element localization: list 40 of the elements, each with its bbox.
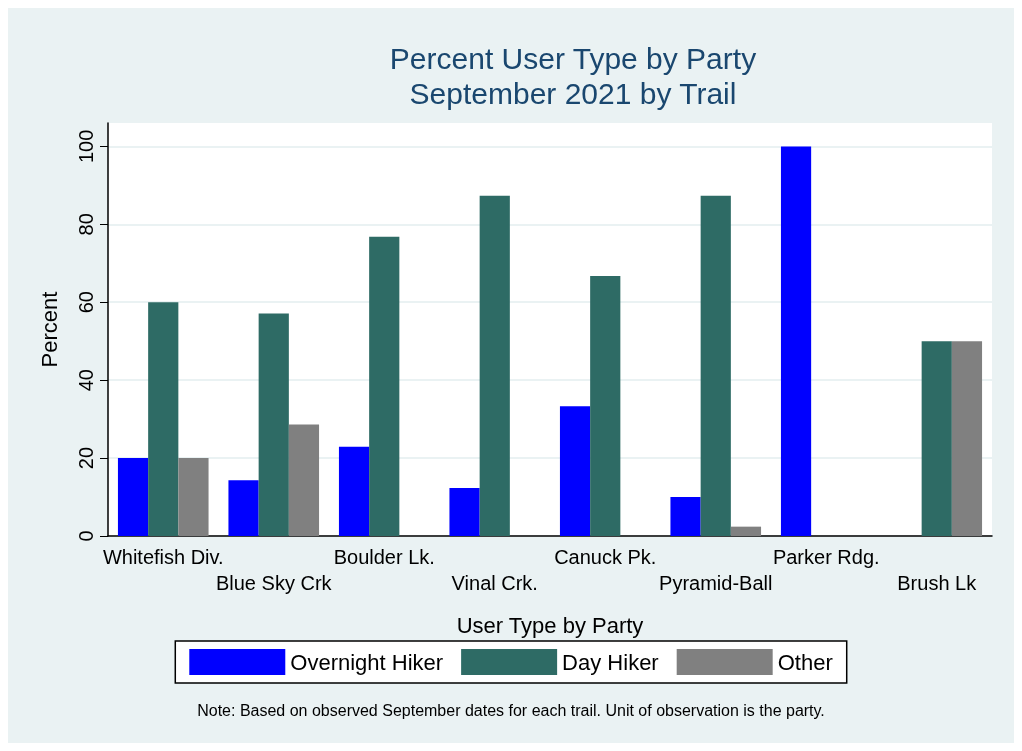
bar: [369, 236, 400, 536]
x-tick-label: Parker Rdg.: [772, 546, 880, 568]
bar: [670, 497, 701, 536]
bar: [117, 458, 149, 536]
bar: [288, 424, 320, 536]
bar: [148, 302, 179, 536]
bar: [590, 276, 621, 536]
legend-label: Other: [777, 649, 833, 675]
x-tick-label: Pyramid-Ball: [659, 572, 773, 594]
bar: [258, 313, 289, 536]
y-tick-label: 100: [75, 129, 97, 164]
y-tick-label: 80: [75, 213, 97, 236]
y-tick-label: 60: [75, 291, 97, 314]
bar: [178, 458, 209, 536]
chart-subtitle: September 2021 by Trail: [409, 76, 737, 110]
bar: [730, 526, 762, 536]
x-tick-label: Vinal Crk.: [451, 572, 538, 594]
legend-label: Overnight Hiker: [290, 649, 444, 675]
bar: [951, 341, 983, 536]
chart-title: Percent User Type by Party: [389, 41, 757, 75]
y-axis-title: Percent: [36, 291, 62, 368]
bar: [479, 195, 510, 536]
x-axis-title: User Type by Party: [456, 612, 644, 638]
y-tick-label: 20: [75, 446, 97, 470]
bar: [559, 406, 591, 536]
bar: [449, 488, 480, 536]
bar: [780, 146, 812, 536]
legend-label: Day Hiker: [562, 649, 659, 675]
bar: [228, 480, 259, 536]
bar: [921, 341, 952, 536]
x-tick-label: Boulder Lk.: [333, 546, 435, 568]
y-tick-label: 40: [75, 369, 97, 392]
x-tick-label: Blue Sky Crk: [215, 572, 333, 594]
x-tick-label: Brush Lk: [897, 572, 978, 594]
bar: [700, 195, 731, 536]
bar: [338, 446, 370, 536]
text: Note: Based on observed September dates for each trail. Unit of observation is the party.: [197, 701, 825, 719]
x-tick-label: Canuck Pk.: [554, 546, 657, 568]
x-tick-label: Whitefish Div.: [102, 546, 224, 568]
y-tick-label: 0: [75, 530, 97, 542]
